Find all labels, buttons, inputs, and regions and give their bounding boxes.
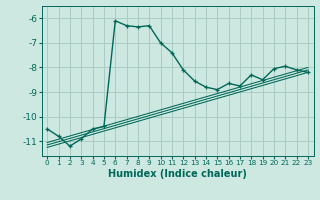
X-axis label: Humidex (Indice chaleur): Humidex (Indice chaleur) [108,169,247,179]
